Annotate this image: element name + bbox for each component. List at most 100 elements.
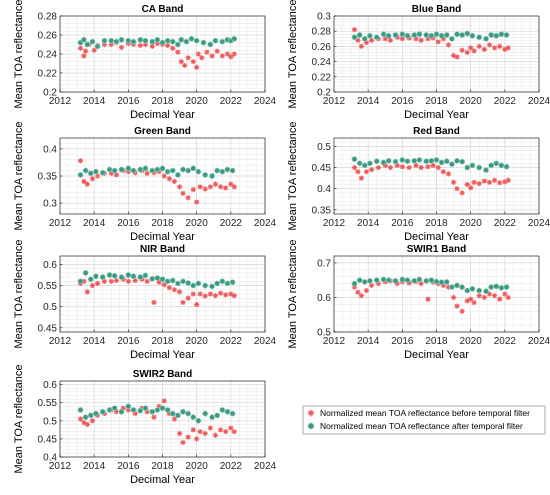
data-point <box>118 408 125 415</box>
chart-panel: 2012 2014 2016 2018 2020 2022 2024 0.4 0.45 0.5 0.… <box>13 364 277 486</box>
data-point <box>164 168 171 175</box>
legend-marker-after <box>307 422 315 430</box>
data-point <box>82 167 89 174</box>
data-point <box>464 298 470 304</box>
data-point <box>175 49 181 55</box>
x-tick-label: 2012 <box>323 218 346 229</box>
data-point <box>113 172 119 178</box>
data-point <box>433 278 440 285</box>
data-point <box>164 278 171 285</box>
y-tick-label: 0.28 <box>312 27 332 38</box>
x-tick-label: 2018 <box>151 96 174 107</box>
data-point <box>194 301 200 308</box>
data-point <box>180 408 186 415</box>
data-point <box>197 291 203 297</box>
data-point <box>81 420 87 426</box>
data-point <box>387 37 393 43</box>
data-point <box>416 31 423 38</box>
data-point <box>171 178 178 185</box>
data-point <box>486 291 493 297</box>
x-axis-label: Decimal Year <box>404 349 469 361</box>
data-point <box>193 37 200 44</box>
data-point <box>111 272 118 279</box>
y-axis-label: Mean TOA reflectance <box>287 239 299 348</box>
data-point <box>454 186 460 192</box>
data-point <box>185 195 191 201</box>
data-point <box>174 41 181 48</box>
data-point <box>413 36 419 42</box>
data-point <box>448 284 455 291</box>
data-point <box>428 277 435 284</box>
data-point <box>454 303 460 309</box>
data-point <box>159 276 166 283</box>
data-point <box>106 407 113 413</box>
y-tick-label: 0.2 <box>317 88 331 99</box>
data-point <box>194 64 200 70</box>
data-point <box>464 49 470 56</box>
data-point <box>486 42 493 48</box>
data-point <box>125 407 131 413</box>
data-point <box>169 167 176 174</box>
data-point <box>151 414 157 420</box>
y-axis-label: Mean TOA reflectance <box>13 121 25 230</box>
data-point <box>399 157 406 163</box>
data-point <box>154 166 161 173</box>
data-point <box>413 162 419 169</box>
data-point <box>91 47 97 53</box>
data-point <box>149 167 156 174</box>
data-point <box>228 181 234 187</box>
data-point <box>438 279 445 286</box>
data-point <box>202 430 208 437</box>
data-point <box>207 184 213 190</box>
y-tick-label: 0.6 <box>43 380 57 391</box>
data-point <box>399 164 405 170</box>
data-point <box>229 167 236 174</box>
data-point <box>214 48 220 54</box>
data-point <box>214 280 221 287</box>
data-point <box>130 273 137 280</box>
data-point <box>471 48 477 54</box>
data-point <box>219 278 226 285</box>
x-axis-label: Decimal Year <box>404 109 469 121</box>
data-point <box>156 279 162 285</box>
series-before-filter <box>351 162 511 196</box>
data-point <box>481 294 487 301</box>
data-point <box>481 46 487 53</box>
data-point <box>385 277 392 284</box>
data-point <box>195 51 201 57</box>
data-point <box>106 272 113 278</box>
data-point <box>382 162 388 169</box>
x-tick-label: 2012 <box>323 336 346 347</box>
x-tick-label: 2022 <box>220 461 243 472</box>
data-point <box>118 274 125 281</box>
data-point <box>125 169 131 175</box>
chart-title: SWIR1 Band <box>407 244 466 255</box>
data-point <box>106 166 113 173</box>
data-point <box>125 272 132 278</box>
data-point <box>380 31 387 38</box>
data-point <box>180 166 186 173</box>
data-point <box>101 37 108 44</box>
data-point <box>149 38 156 45</box>
data-point <box>82 414 89 421</box>
data-point <box>404 158 411 165</box>
data-point <box>212 293 219 299</box>
data-point <box>464 164 471 171</box>
data-point <box>223 185 229 191</box>
data-point <box>454 282 460 289</box>
data-point <box>469 162 476 169</box>
data-point <box>84 421 90 428</box>
y-tick-label: 0.3 <box>43 199 57 210</box>
data-point <box>217 290 224 296</box>
series-after-filter <box>77 269 236 290</box>
data-point <box>459 158 466 165</box>
data-point <box>483 167 489 174</box>
data-point <box>382 279 388 285</box>
data-point <box>483 35 489 42</box>
data-point <box>428 157 435 164</box>
x-tick-label: 2024 <box>254 218 277 229</box>
x-tick-label: 2014 <box>357 218 380 229</box>
data-point <box>190 427 196 433</box>
data-point <box>373 34 380 41</box>
x-tick-label: 2018 <box>425 218 448 229</box>
